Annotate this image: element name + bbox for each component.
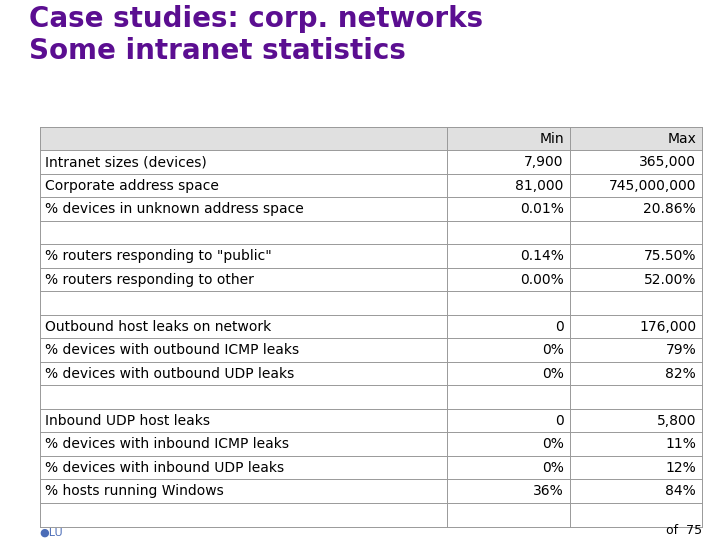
Text: 176,000: 176,000 [639, 320, 696, 334]
Bar [40, 386, 702, 409]
Text: 5,800: 5,800 [657, 414, 696, 428]
Text: 79%: 79% [665, 343, 696, 357]
Bar [40, 456, 702, 480]
Text: 0: 0 [555, 414, 564, 428]
Bar [40, 127, 702, 151]
Text: 0.00%: 0.00% [520, 273, 564, 287]
Text: 75.50%: 75.50% [644, 249, 696, 263]
Bar [40, 339, 702, 362]
Text: 36%: 36% [533, 484, 564, 498]
Bar [40, 174, 702, 198]
Bar [40, 292, 702, 315]
Text: % devices with outbound ICMP leaks: % devices with outbound ICMP leaks [45, 343, 299, 357]
Text: 7,900: 7,900 [524, 155, 564, 169]
Text: of  75: of 75 [666, 524, 702, 537]
Bar [40, 268, 702, 292]
Text: % routers responding to "public": % routers responding to "public" [45, 249, 271, 263]
Bar [40, 362, 702, 386]
Text: % devices with inbound UDP leaks: % devices with inbound UDP leaks [45, 461, 284, 475]
Text: ●LU: ●LU [40, 527, 63, 537]
Text: 0%: 0% [542, 367, 564, 381]
Text: 84%: 84% [665, 484, 696, 498]
Text: 0: 0 [555, 320, 564, 334]
Bar [40, 433, 702, 456]
Text: 11%: 11% [665, 437, 696, 451]
Bar [40, 409, 702, 433]
Bar [40, 245, 702, 268]
Text: Min: Min [539, 132, 564, 146]
Text: 52.00%: 52.00% [644, 273, 696, 287]
Bar [40, 198, 702, 221]
Text: 0.14%: 0.14% [520, 249, 564, 263]
Bar [40, 315, 702, 339]
Text: 81,000: 81,000 [516, 179, 564, 193]
Text: 0.01%: 0.01% [520, 202, 564, 216]
Bar [40, 221, 702, 245]
Text: Intranet sizes (devices): Intranet sizes (devices) [45, 155, 207, 169]
Text: 20.86%: 20.86% [644, 202, 696, 216]
Text: Outbound host leaks on network: Outbound host leaks on network [45, 320, 271, 334]
Text: 745,000,000: 745,000,000 [608, 179, 696, 193]
Text: 0%: 0% [542, 461, 564, 475]
Text: 0%: 0% [542, 343, 564, 357]
Bar [40, 151, 702, 174]
Text: 82%: 82% [665, 367, 696, 381]
Text: Corporate address space: Corporate address space [45, 179, 218, 193]
Text: 0%: 0% [542, 437, 564, 451]
Text: 365,000: 365,000 [639, 155, 696, 169]
Text: % devices with inbound ICMP leaks: % devices with inbound ICMP leaks [45, 437, 289, 451]
Text: % devices with outbound UDP leaks: % devices with outbound UDP leaks [45, 367, 294, 381]
Text: % devices in unknown address space: % devices in unknown address space [45, 202, 303, 216]
Text: 12%: 12% [665, 461, 696, 475]
Text: Case studies: corp. networks
Some intranet statistics: Case studies: corp. networks Some intran… [29, 5, 483, 65]
Bar [40, 503, 702, 526]
Text: Max: Max [667, 132, 696, 146]
Text: % routers responding to other: % routers responding to other [45, 273, 253, 287]
Bar [40, 480, 702, 503]
Text: Inbound UDP host leaks: Inbound UDP host leaks [45, 414, 210, 428]
Text: % hosts running Windows: % hosts running Windows [45, 484, 223, 498]
